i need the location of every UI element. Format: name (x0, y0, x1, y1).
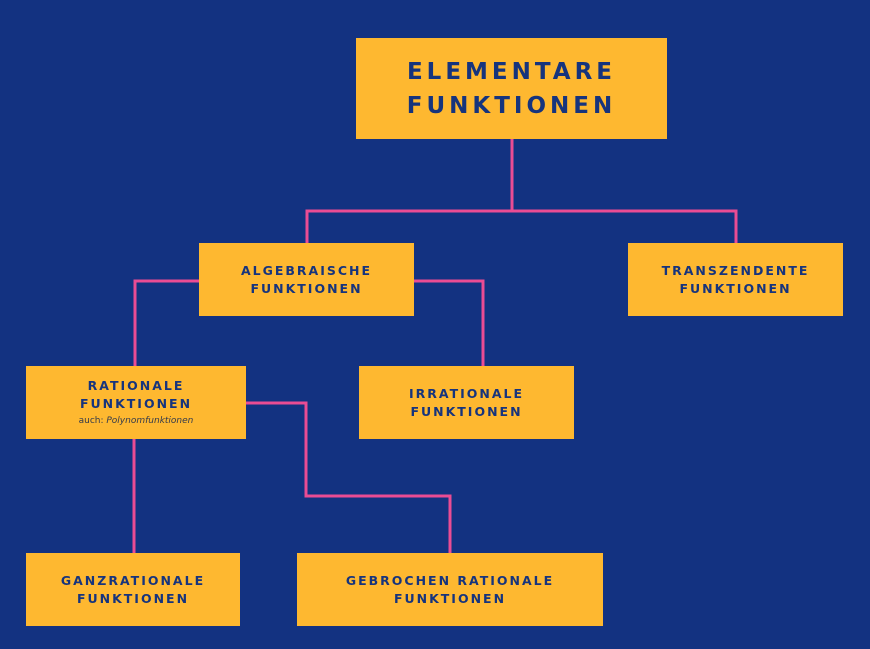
node-gebrochen-line2: FUNKTIONEN (393, 590, 507, 606)
node-algebraische-funktionen: ALGEBRAISCHE FUNKTIONEN (199, 243, 414, 316)
node-transzendente-line1: TRANSZENDENTE (661, 262, 810, 278)
node-algebraische-line2: FUNKTIONEN (250, 280, 363, 296)
node-elementare-funktionen: ELEMENTARE FUNKTIONEN (356, 38, 667, 139)
connector-algebraic-irrational (414, 279, 485, 366)
node-ganzrationale-line1: GANZRATIONALE (60, 572, 206, 588)
node-ganzrationale-line2: FUNKTIONEN (76, 590, 190, 606)
connector-root-transcendent (512, 209, 738, 243)
node-ganzrationale-funktionen: GANZRATIONALE FUNKTIONEN (26, 553, 240, 626)
node-elementare-line1: ELEMENTARE (406, 58, 617, 85)
node-rationale-line2: FUNKTIONEN (79, 396, 193, 411)
note-prefix: auch: (78, 416, 107, 426)
node-irrationale-funktionen: IRRATIONALE FUNKTIONEN (359, 366, 574, 439)
note-alternative-name: Polynomfunktionen (106, 416, 194, 426)
node-rationale-funktionen: RATIONALE FUNKTIONEN auch: Polynomfunkti… (26, 366, 246, 439)
node-rationale-line1: RATIONALE (87, 378, 185, 393)
connector-algebraic-rational (133, 279, 199, 366)
connector-root-algebraic (305, 139, 514, 243)
node-algebraische-line1: ALGEBRAISCHE (240, 262, 373, 278)
node-gebrochen-rationale-funktionen: GEBROCHEN RATIONALE FUNKTIONEN (297, 553, 603, 626)
node-gebrochen-line1: GEBROCHEN RATIONALE (345, 572, 555, 588)
node-elementare-line2: FUNKTIONEN (406, 92, 617, 119)
node-irrationale-line2: FUNKTIONEN (410, 403, 523, 419)
node-transzendente-line2: FUNKTIONEN (679, 280, 792, 296)
node-transzendente-funktionen: TRANSZENDENTE FUNKTIONEN (628, 243, 843, 316)
connector-rational-broken (246, 401, 452, 553)
node-irrationale-line1: IRRATIONALE (408, 385, 525, 401)
node-rationale-note: auch: Polynomfunktionen (79, 414, 194, 428)
